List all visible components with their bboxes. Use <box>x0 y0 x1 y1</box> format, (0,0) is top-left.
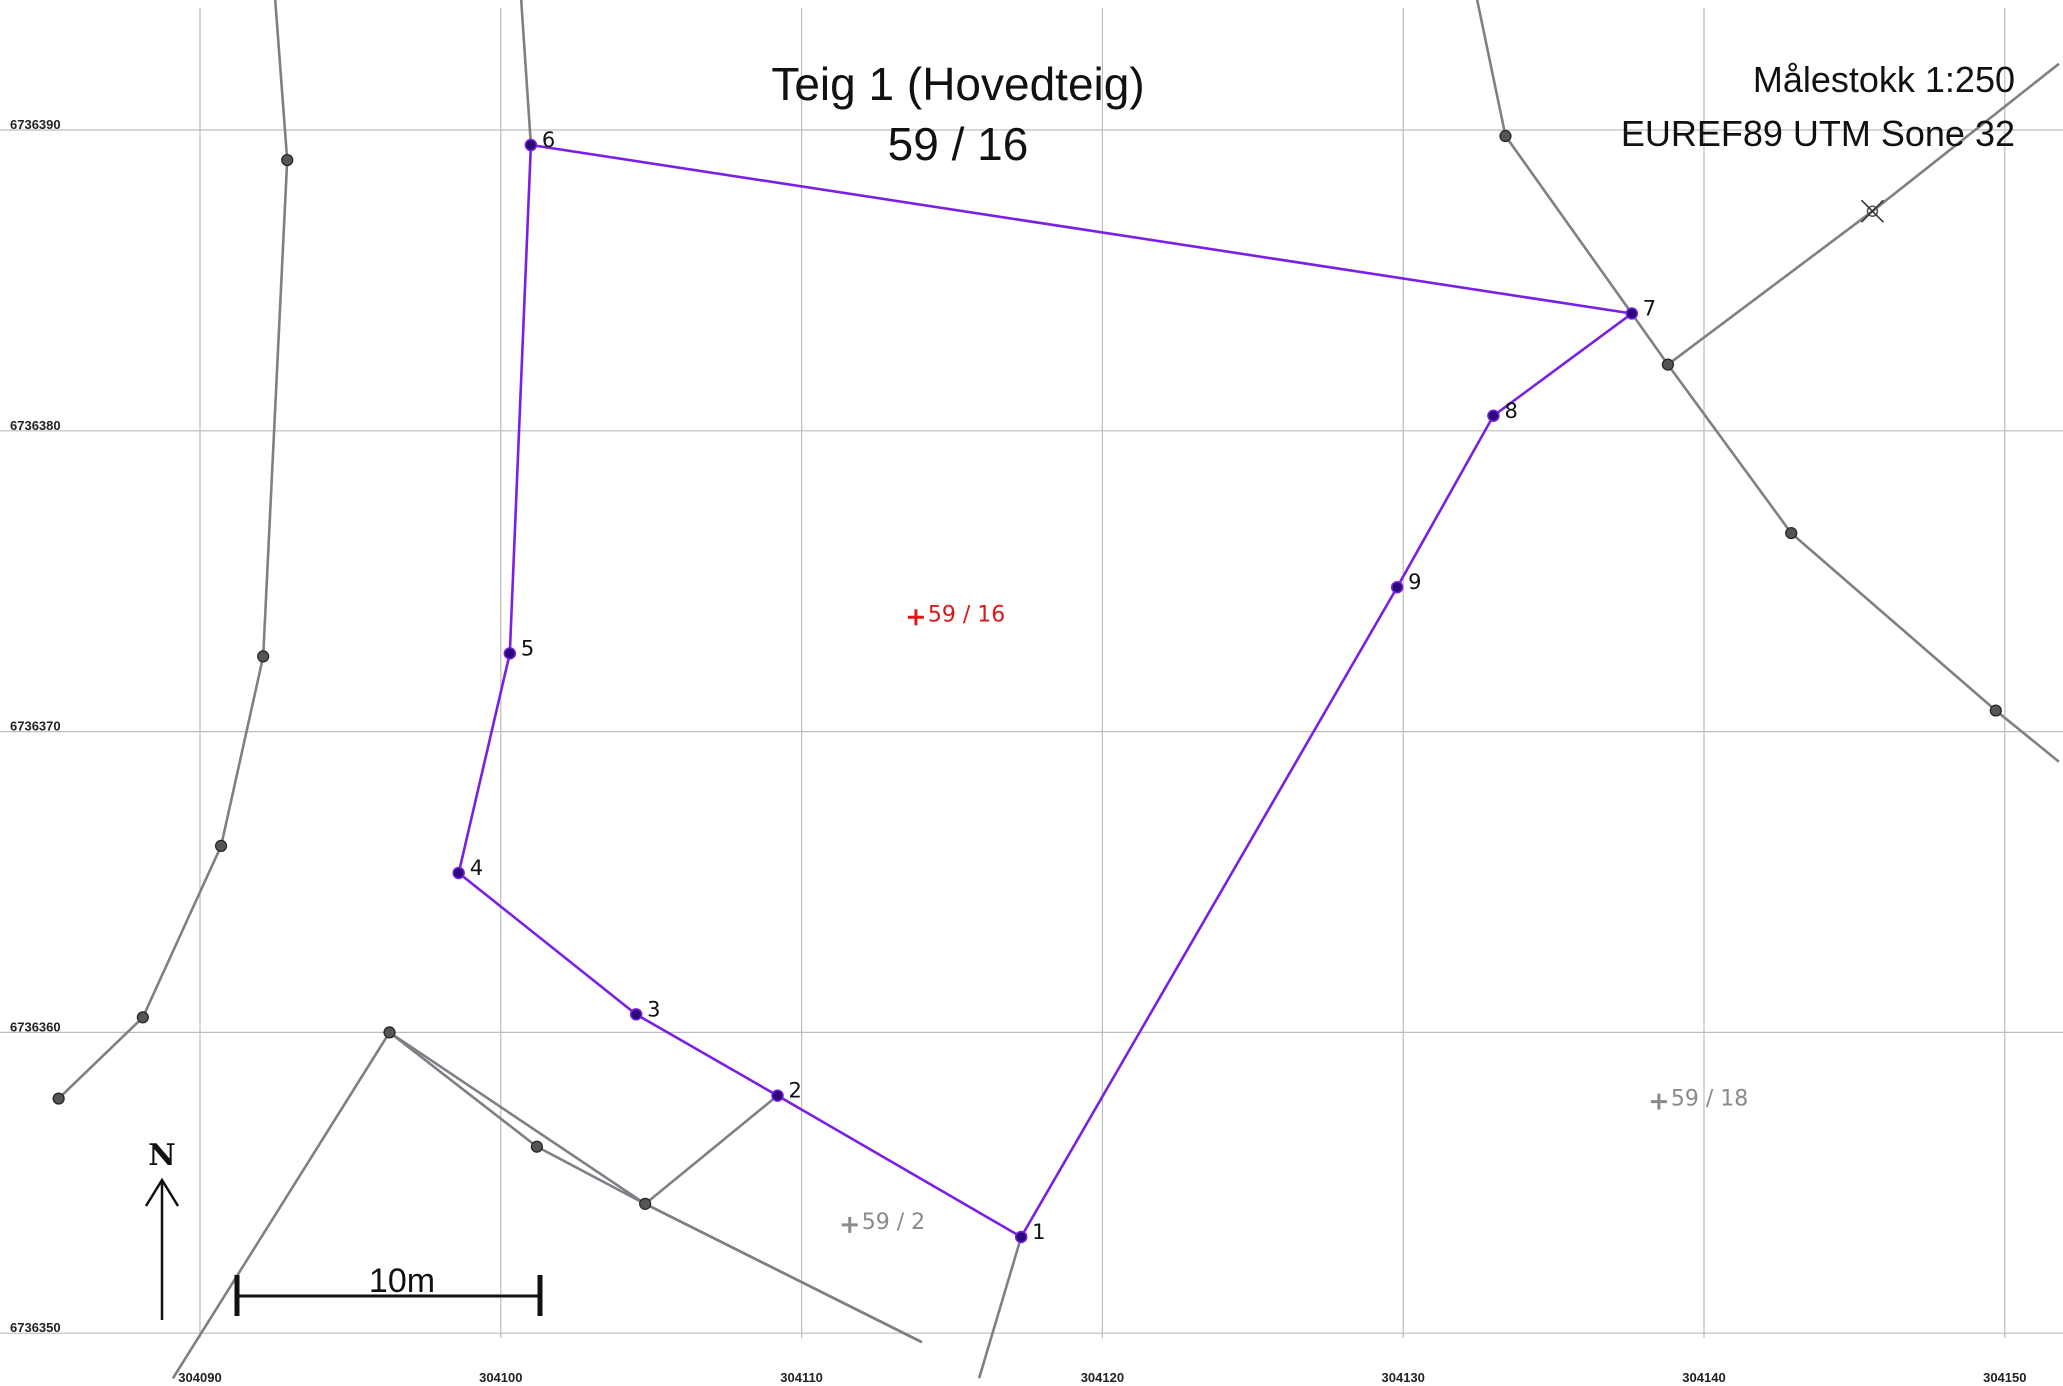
neighbor-boundary-line <box>388 1031 923 1344</box>
boundary-vertex[interactable] <box>452 866 465 880</box>
survey-mark-icon <box>1866 205 1879 217</box>
survey-mark-cross <box>1860 199 1884 223</box>
neighbor-vertex <box>1989 704 2002 717</box>
y-tick-label: 6736350 <box>10 1320 61 1335</box>
north-label: N <box>148 1138 175 1173</box>
y-tick-label: 6736370 <box>10 719 61 734</box>
x-tick-label: 304150 <box>1983 1370 2026 1385</box>
neighbor-vertex <box>1499 129 1512 143</box>
boundary-point-label: 3 <box>647 997 660 1021</box>
parcel-label-text: 59 / 16 <box>928 602 1005 627</box>
neighbor-boundary-line <box>644 1094 779 1205</box>
scale-bar: 10m <box>234 1262 543 1316</box>
boundary-vertex[interactable] <box>629 1008 643 1021</box>
north-arrowhead-icon <box>144 1177 180 1207</box>
boundary-vertex[interactable] <box>771 1089 784 1102</box>
neighbor-vertex <box>136 1011 149 1024</box>
neighbor-vertex <box>530 1140 543 1153</box>
boundary-point-label: 9 <box>1408 570 1421 594</box>
boundary-vertex[interactable] <box>1390 580 1404 594</box>
scale-bar-label: 10m <box>369 1262 435 1300</box>
neighbor-vertex <box>257 650 270 663</box>
boundary-point-label: 1 <box>1032 1220 1045 1244</box>
parcel-boundary-polygon[interactable] <box>457 143 1636 1239</box>
boundary-point-label: 5 <box>521 636 534 660</box>
parcel-labels: 59 / 16 59 / 2 59 / 18 <box>841 602 1748 1235</box>
scale-text: Målestokk 1:250 <box>1753 59 2015 100</box>
boundary-point-label: 2 <box>789 1079 802 1103</box>
x-tick-label: 304130 <box>1382 1370 1425 1385</box>
boundary-points: 1 2 3 4 5 6 7 8 9 <box>452 128 1656 1244</box>
boundary-vertex[interactable] <box>1625 307 1639 320</box>
neighbor-vertex <box>52 1092 65 1105</box>
grid-tick-labels: 304090 304100 304110 304120 304130 304140 3041… <box>10 117 2026 1385</box>
neighbor-boundary-line <box>57 0 289 1100</box>
neighbor-boundary-line <box>171 1030 923 1379</box>
parcel-boundary[interactable] <box>457 143 1636 1239</box>
map-subtitle: 59 / 16 <box>888 118 1029 170</box>
x-tick-label: 304100 <box>479 1370 522 1385</box>
parcel-label: 59 / 16 <box>907 602 1005 627</box>
neighbor-boundary-line <box>519 0 533 146</box>
neighbor-boundary-line <box>1667 62 2060 366</box>
boundary-vertex[interactable] <box>1487 409 1500 423</box>
boundary-vertex[interactable] <box>1014 1230 1028 1244</box>
neighbor-vertex <box>281 153 294 167</box>
boundary-vertex[interactable] <box>503 647 517 660</box>
boundary-point-label: 8 <box>1504 399 1517 423</box>
x-tick-label: 304110 <box>780 1370 823 1385</box>
north-arrow: N <box>144 1138 180 1320</box>
parcel-label-text: 59 / 2 <box>862 1210 925 1235</box>
neighbor-vertex <box>383 1026 396 1039</box>
parcel-label-text: 59 / 18 <box>1671 1087 1748 1112</box>
neighbor-vertex <box>1785 526 1798 540</box>
boundary-point-label: 7 <box>1643 296 1656 320</box>
y-tick-label: 6736380 <box>10 418 61 433</box>
neighbor-parcel-boundaries <box>52 0 2060 1379</box>
x-tick-label: 304090 <box>178 1370 221 1385</box>
x-tick-label: 304120 <box>1081 1370 1124 1385</box>
neighbor-vertex <box>214 839 228 853</box>
parcel-label: 59 / 2 <box>841 1210 925 1235</box>
y-tick-label: 6736360 <box>10 1019 61 1034</box>
coordinate-grid <box>0 8 2063 1338</box>
x-tick-label: 304140 <box>1682 1370 1725 1385</box>
neighbor-vertex <box>1661 358 1675 371</box>
boundary-vertex[interactable] <box>524 138 538 152</box>
boundary-point-label: 6 <box>542 128 555 152</box>
map-title: Teig 1 (Hovedteig) <box>771 58 1144 110</box>
y-tick-label: 6736390 <box>10 117 61 132</box>
parcel-label: 59 / 18 <box>1650 1087 1748 1112</box>
neighbor-vertex <box>639 1197 652 1210</box>
crs-text: EUREF89 UTM Sone 32 <box>1621 113 2015 154</box>
boundary-point-label: 4 <box>470 856 483 880</box>
neighbor-boundary-line <box>977 1236 1023 1379</box>
